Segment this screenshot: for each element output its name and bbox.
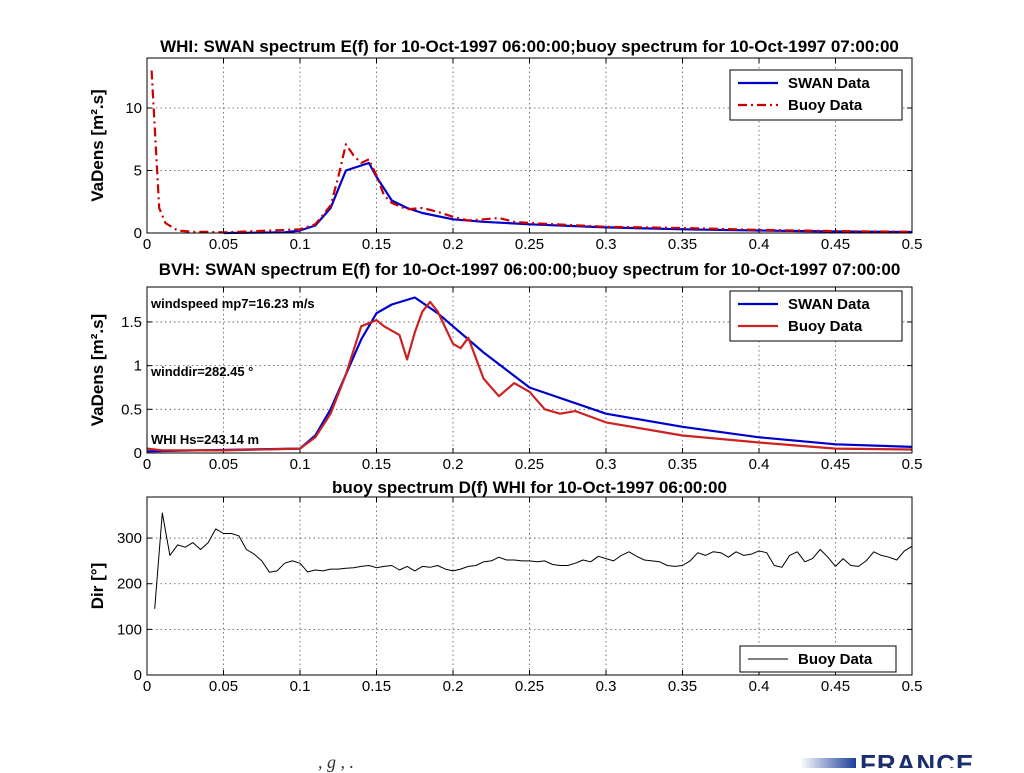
x-tick-label: 0 [143, 678, 151, 695]
france-logo: FRANCE [800, 746, 976, 768]
y-tick-label: 0.5 [121, 401, 142, 418]
logo-wordmark: FRANCE [860, 749, 975, 768]
x-tick-label: 0.05 [209, 236, 238, 253]
footer-caption-fragment: , g , . [318, 752, 354, 772]
legend-box [729, 290, 903, 342]
x-tick-label: 0.35 [668, 678, 697, 695]
y-tick-label: 1.5 [121, 314, 142, 331]
chart-2: BVH: SWAN spectrum E(f) for 10-Oct-1997 … [88, 260, 922, 473]
x-tick-label: 0.4 [749, 678, 770, 695]
y-tick-label: 5 [134, 163, 142, 180]
x-tick-label: 0.05 [209, 678, 238, 695]
x-tick-label: 0.3 [596, 236, 617, 253]
x-tick-label: 0.05 [209, 456, 238, 473]
x-tick-label: 0.15 [362, 236, 391, 253]
legend-label: Buoy Data [788, 318, 863, 335]
legend-label: Buoy Data [788, 97, 863, 114]
x-tick-label: 0.1 [290, 236, 311, 253]
logo-band [800, 758, 856, 768]
x-tick-label: 0.1 [290, 456, 311, 473]
legend: SWAN Data Buoy Data [729, 69, 903, 121]
y-tick-label: 0 [134, 667, 142, 684]
x-tick-label: 0.45 [821, 678, 850, 695]
y-tick-label: 300 [117, 530, 142, 547]
chart-3: buoy spectrum D(f) WHI for 10-Oct-1997 0… [88, 478, 922, 695]
series-line-2 [146, 300, 913, 452]
x-tick-label: 0.3 [596, 678, 617, 695]
x-tick-label: 0.4 [749, 456, 770, 473]
y-tick-label: 0 [134, 225, 142, 242]
chart-1: WHI: SWAN spectrum E(f) for 10-Oct-1997 … [88, 37, 922, 253]
y-tick-label: 1 [134, 358, 142, 375]
legend-label: SWAN Data [788, 75, 870, 92]
axes-frame [146, 286, 913, 454]
y-axis-label: Dir [°] [88, 563, 107, 609]
series-line-1 [223, 161, 913, 235]
x-tick-label: 0.25 [515, 236, 544, 253]
legend-label: SWAN Data [788, 296, 870, 313]
legend: Buoy Data [739, 645, 897, 673]
x-tick-label: 0.2 [443, 678, 464, 695]
x-tick-label: 0.2 [443, 456, 464, 473]
chart-title: BVH: SWAN spectrum E(f) for 10-Oct-1997 … [159, 260, 901, 279]
x-tick-label: 0.5 [902, 236, 923, 253]
axes-frame [146, 496, 913, 676]
y-axis-label: VaDens [m².s] [88, 314, 107, 426]
x-tick-label: 0.15 [362, 456, 391, 473]
x-tick-label: 0.4 [749, 236, 770, 253]
x-tick-label: 0.5 [902, 678, 923, 695]
y-tick-label: 200 [117, 576, 142, 593]
y-tick-label: 10 [125, 100, 142, 117]
axes-frame [146, 57, 913, 234]
y-axis-label: VaDens [m².s] [88, 89, 107, 201]
x-tick-label: 0.45 [821, 236, 850, 253]
chart-title: WHI: SWAN spectrum E(f) for 10-Oct-1997 … [160, 37, 899, 56]
x-tick-label: 0.35 [668, 456, 697, 473]
x-tick-label: 0.25 [515, 456, 544, 473]
x-tick-label: 0.5 [902, 456, 923, 473]
y-tick-label: 0 [134, 445, 142, 462]
series-line-2 [150, 70, 913, 234]
y-tick-label: 100 [117, 621, 142, 638]
x-tick-label: 0 [143, 456, 151, 473]
series-line-1 [154, 512, 913, 609]
legend-box [729, 69, 903, 121]
annotation: windspeed mp7=16.23 m/s [150, 296, 315, 311]
legend-label: Buoy Data [798, 651, 873, 668]
annotation: winddir=282.45 ° [150, 364, 253, 379]
x-tick-label: 0.3 [596, 456, 617, 473]
x-tick-label: 0.35 [668, 236, 697, 253]
annotation: WHI Hs=243.14 m [151, 432, 259, 447]
legend: SWAN Data Buoy Data [729, 290, 903, 342]
x-tick-label: 0.25 [515, 678, 544, 695]
x-tick-label: 0.2 [443, 236, 464, 253]
x-tick-label: 0 [143, 236, 151, 253]
x-tick-label: 0.15 [362, 678, 391, 695]
chart-title: buoy spectrum D(f) WHI for 10-Oct-1997 0… [332, 478, 727, 497]
plot-area [147, 497, 912, 675]
x-tick-label: 0.1 [290, 678, 311, 695]
x-tick-label: 0.45 [821, 456, 850, 473]
